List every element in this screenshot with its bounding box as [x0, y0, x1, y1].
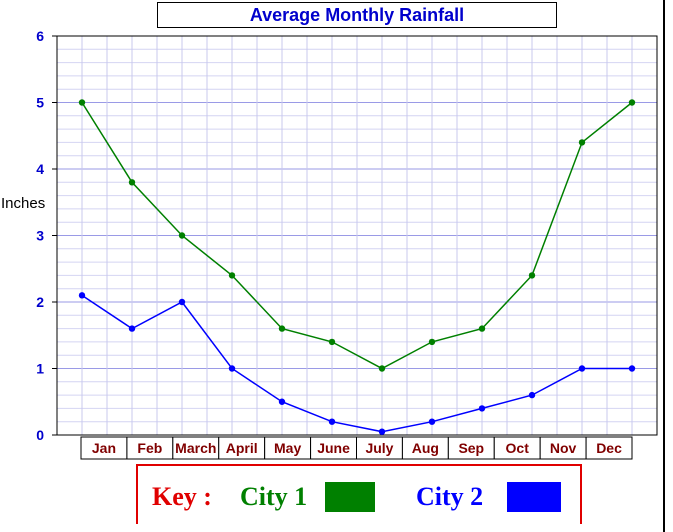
data-point-series-2	[278, 398, 286, 405]
x-tick-label: June	[317, 440, 350, 456]
x-tick-label: Sep	[458, 440, 484, 456]
x-axis-categories: Jan Feb March April May June July Aug Sep Oct Nov D…	[80, 436, 633, 460]
data-point-series-1	[478, 325, 486, 332]
series-line-2	[81, 294, 632, 433]
grid-lines	[57, 36, 657, 435]
series-line-1	[81, 101, 633, 370]
x-tick-label: July	[365, 440, 393, 456]
legend-key-label: Key :	[152, 482, 212, 511]
data-point-series-2	[128, 325, 136, 332]
data-series	[78, 99, 636, 435]
x-tick-label: Nov	[550, 440, 577, 456]
legend: Key : City 1 City 2	[136, 464, 582, 524]
x-tick-label: April	[226, 440, 258, 456]
data-point-series-2	[328, 418, 336, 425]
legend-entry-city-2: City 2	[416, 482, 484, 511]
x-tick-label: Oct	[506, 440, 530, 456]
data-point-series-2	[378, 428, 386, 435]
data-point-series-2	[428, 418, 436, 425]
data-point-series-1	[178, 232, 186, 239]
data-point-series-1	[528, 272, 536, 279]
data-point-series-1	[128, 179, 136, 186]
y-tick-label: 0	[36, 427, 44, 443]
y-axis-label: Inches	[1, 195, 46, 212]
data-point-series-1	[278, 325, 286, 332]
data-point-series-1	[578, 139, 586, 146]
frame-edge	[663, 0, 665, 532]
y-tick-label: 4	[36, 161, 44, 177]
x-category-cell	[585, 436, 633, 460]
data-point-series-1	[428, 338, 436, 346]
data-point-series-2	[228, 365, 236, 372]
x-tick-label: Jan	[92, 440, 116, 456]
data-point-series-1	[328, 338, 336, 346]
data-point-series-2	[528, 391, 536, 399]
y-tick-label: 6	[36, 28, 44, 44]
legend-entry-city-1: City 1	[240, 482, 308, 511]
data-point-series-1	[228, 272, 236, 279]
data-point-series-2	[578, 365, 586, 372]
legend-swatch-city-2	[507, 482, 561, 512]
data-point-series-2	[628, 365, 636, 372]
chart-title: Average Monthly Rainfall	[157, 2, 557, 28]
data-point-series-2	[478, 405, 486, 412]
data-point-series-1	[628, 99, 636, 106]
x-tick-label: Feb	[137, 440, 162, 456]
x-tick-label: May	[274, 440, 301, 456]
x-tick-label: Aug	[412, 440, 439, 456]
y-tick-label: 2	[36, 294, 44, 310]
data-point-series-1	[378, 365, 386, 372]
data-point-series-2	[78, 292, 86, 299]
x-tick-label: Dec	[596, 440, 622, 456]
y-tick-label: 5	[36, 95, 44, 111]
legend-swatch-city-1	[325, 482, 375, 512]
data-point-series-1	[78, 99, 86, 106]
y-tick-label: 3	[36, 228, 44, 244]
x-tick-label: March	[175, 440, 216, 456]
y-tick-label: 1	[36, 361, 44, 377]
data-point-series-2	[178, 298, 186, 306]
y-axis-ticks: 0 1 2 3 4 5 6	[36, 28, 57, 443]
